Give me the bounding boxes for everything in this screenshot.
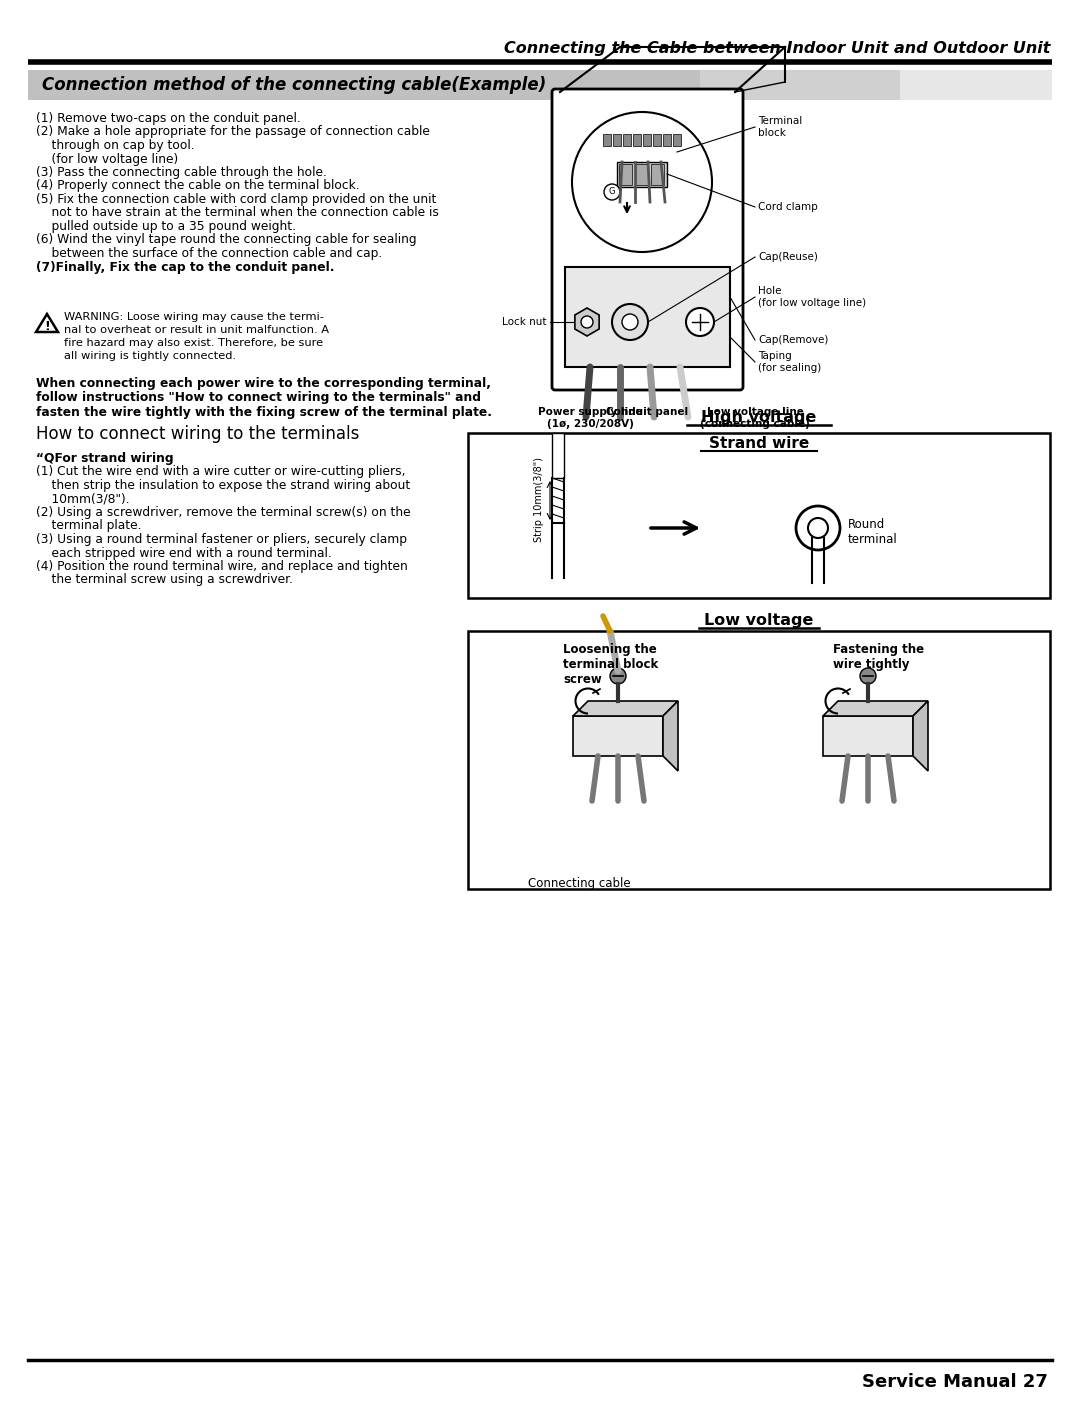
Text: fire hazard may also exist. Therefore, be sure: fire hazard may also exist. Therefore, b… bbox=[64, 339, 323, 348]
Text: fasten the wire tightly with the fixing screw of the terminal plate.: fasten the wire tightly with the fixing … bbox=[36, 406, 492, 419]
Text: terminal plate.: terminal plate. bbox=[36, 520, 141, 532]
Text: (1) Remove two-caps on the conduit panel.: (1) Remove two-caps on the conduit panel… bbox=[36, 112, 300, 125]
Polygon shape bbox=[575, 308, 599, 336]
Bar bbox=[900, 70, 1052, 100]
Text: follow instructions "How to connect wiring to the terminals" and: follow instructions "How to connect wiri… bbox=[36, 392, 481, 405]
Text: Connection method of the connecting cable(Example): Connection method of the connecting cabl… bbox=[42, 76, 546, 94]
Text: (3) Pass the connecting cable through the hole.: (3) Pass the connecting cable through th… bbox=[36, 166, 327, 178]
Text: pulled outside up to a 35 pound weight.: pulled outside up to a 35 pound weight. bbox=[36, 221, 296, 233]
Text: How to connect wiring to the terminals: How to connect wiring to the terminals bbox=[36, 424, 360, 443]
FancyBboxPatch shape bbox=[552, 89, 743, 391]
Text: Conduit panel: Conduit panel bbox=[606, 407, 688, 417]
Polygon shape bbox=[913, 701, 928, 771]
Text: not to have strain at the terminal when the connection cable is: not to have strain at the terminal when … bbox=[36, 207, 438, 219]
Text: High voltage: High voltage bbox=[701, 410, 816, 424]
Polygon shape bbox=[823, 717, 913, 756]
Text: Low voltage: Low voltage bbox=[704, 613, 813, 628]
Text: Cap(Remove): Cap(Remove) bbox=[758, 334, 828, 346]
Circle shape bbox=[612, 303, 648, 340]
Polygon shape bbox=[573, 717, 663, 756]
Circle shape bbox=[808, 518, 828, 538]
Bar bbox=[700, 70, 1052, 100]
Text: all wiring is tightly connected.: all wiring is tightly connected. bbox=[64, 351, 237, 361]
Text: Cord clamp: Cord clamp bbox=[758, 202, 818, 212]
Text: (for low voltage line): (for low voltage line) bbox=[36, 153, 178, 166]
Bar bbox=[663, 133, 671, 146]
Text: G: G bbox=[609, 187, 616, 197]
Text: the terminal screw using a screwdriver.: the terminal screw using a screwdriver. bbox=[36, 573, 293, 586]
Circle shape bbox=[572, 112, 712, 251]
Polygon shape bbox=[573, 701, 678, 717]
Text: Lock nut: Lock nut bbox=[502, 318, 546, 327]
Text: (1) Cut the wire end with a wire cutter or wire-cutting pliers,: (1) Cut the wire end with a wire cutter … bbox=[36, 465, 405, 479]
Text: “QFor strand wiring: “QFor strand wiring bbox=[36, 452, 174, 465]
Text: Connecting cable: Connecting cable bbox=[528, 877, 631, 889]
Text: Strand wire: Strand wire bbox=[708, 436, 809, 451]
Text: Connecting the Cable between Indoor Unit and Outdoor Unit: Connecting the Cable between Indoor Unit… bbox=[503, 41, 1050, 56]
Bar bbox=[552, 433, 564, 478]
Text: When connecting each power wire to the corresponding terminal,: When connecting each power wire to the c… bbox=[36, 377, 491, 391]
Bar bbox=[468, 433, 1050, 599]
Text: then strip the insulation to expose the strand wiring about: then strip the insulation to expose the … bbox=[36, 479, 410, 492]
Text: (4) Properly connect the cable on the terminal block.: (4) Properly connect the cable on the te… bbox=[36, 180, 360, 192]
Text: Cap(Reuse): Cap(Reuse) bbox=[758, 251, 818, 261]
Bar bbox=[653, 133, 661, 146]
Polygon shape bbox=[663, 701, 678, 771]
Bar bbox=[651, 164, 664, 185]
Text: (4) Position the round terminal wire, and replace and tighten: (4) Position the round terminal wire, an… bbox=[36, 561, 408, 573]
Text: (2) Using a screwdriver, remove the terminal screw(s) on the: (2) Using a screwdriver, remove the term… bbox=[36, 506, 410, 518]
Bar bbox=[633, 133, 642, 146]
Text: (2) Make a hole appropriate for the passage of connection cable: (2) Make a hole appropriate for the pass… bbox=[36, 125, 430, 139]
Text: Loosening the
terminal block
screw: Loosening the terminal block screw bbox=[563, 643, 658, 686]
Text: each stripped wire end with a round terminal.: each stripped wire end with a round term… bbox=[36, 547, 332, 559]
Text: Fastening the
wire tightly: Fastening the wire tightly bbox=[833, 643, 924, 672]
Polygon shape bbox=[823, 701, 928, 717]
Text: (7)Finally, Fix the cap to the conduit panel.: (7)Finally, Fix the cap to the conduit p… bbox=[36, 260, 335, 274]
Bar bbox=[643, 133, 651, 146]
Circle shape bbox=[581, 316, 593, 327]
Text: !: ! bbox=[44, 319, 50, 333]
Circle shape bbox=[610, 667, 626, 684]
Polygon shape bbox=[36, 313, 58, 332]
Circle shape bbox=[860, 667, 876, 684]
Text: Service Manual 27: Service Manual 27 bbox=[862, 1373, 1048, 1391]
Text: WARNING: Loose wiring may cause the termi-: WARNING: Loose wiring may cause the term… bbox=[64, 312, 324, 322]
Text: through on cap by tool.: through on cap by tool. bbox=[36, 139, 194, 152]
Circle shape bbox=[604, 184, 620, 200]
Circle shape bbox=[796, 506, 840, 549]
Circle shape bbox=[686, 308, 714, 336]
Text: Low voltage line
(connecting cable): Low voltage line (connecting cable) bbox=[700, 407, 810, 429]
Bar bbox=[619, 164, 632, 185]
Text: nal to overheat or result in unit malfunction. A: nal to overheat or result in unit malfun… bbox=[64, 325, 329, 334]
Text: Power supply line
(1ø, 230/208V): Power supply line (1ø, 230/208V) bbox=[538, 407, 643, 429]
Text: Round
terminal: Round terminal bbox=[848, 518, 897, 547]
Bar bbox=[623, 133, 631, 146]
Bar bbox=[613, 133, 621, 146]
Bar bbox=[468, 631, 1050, 889]
Text: (5) Fix the connection cable with cord clamp provided on the unit: (5) Fix the connection cable with cord c… bbox=[36, 192, 436, 207]
Bar bbox=[28, 70, 1052, 100]
Bar bbox=[617, 162, 667, 187]
Text: Strip 10mm(3/8"): Strip 10mm(3/8") bbox=[534, 458, 544, 542]
Text: Terminal
block: Terminal block bbox=[758, 117, 802, 138]
Bar bbox=[603, 133, 611, 146]
Text: (6) Wind the vinyl tape round the connecting cable for sealing: (6) Wind the vinyl tape round the connec… bbox=[36, 233, 417, 246]
Text: between the surface of the connection cable and cap.: between the surface of the connection ca… bbox=[36, 247, 382, 260]
Text: Hole
(for low voltage line): Hole (for low voltage line) bbox=[758, 287, 866, 308]
Circle shape bbox=[622, 313, 638, 330]
Text: 10mm(3/8").: 10mm(3/8"). bbox=[36, 493, 130, 506]
Bar bbox=[565, 267, 730, 367]
Bar bbox=[635, 164, 648, 185]
Text: Taping
(for sealing): Taping (for sealing) bbox=[758, 351, 821, 372]
Text: (3) Using a round terminal fastener or pliers, securely clamp: (3) Using a round terminal fastener or p… bbox=[36, 532, 407, 547]
Bar bbox=[673, 133, 681, 146]
